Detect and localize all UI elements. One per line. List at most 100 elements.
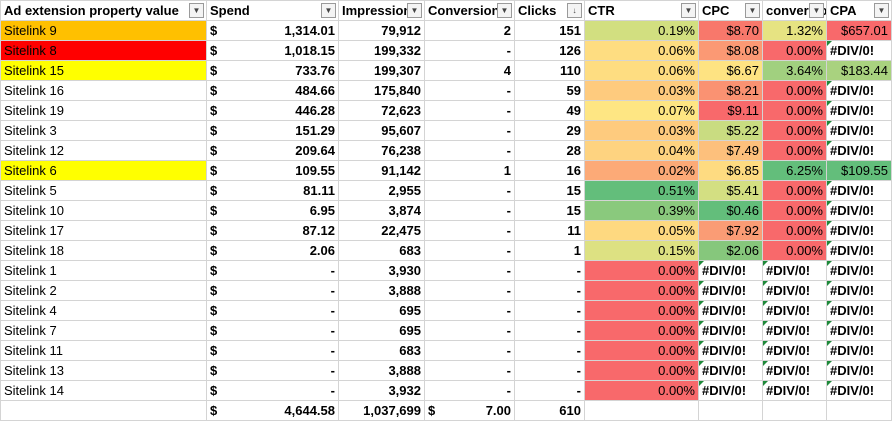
cell-spend[interactable]: $1,314.01 bbox=[206, 20, 339, 41]
cell-spend[interactable]: $87.12 bbox=[206, 220, 339, 241]
cell-spend[interactable]: $109.55 bbox=[206, 160, 339, 181]
cell-spend[interactable]: $ - bbox=[206, 300, 339, 321]
cell-cpc[interactable]: $8.21 bbox=[698, 80, 763, 101]
cell-cpc[interactable]: #DIV/0! bbox=[698, 340, 763, 361]
cell-conversions[interactable]: - bbox=[424, 280, 515, 301]
cell-clicks[interactable]: 110 bbox=[514, 60, 585, 81]
cell-conversions[interactable]: - bbox=[424, 380, 515, 401]
cell-impressions[interactable]: 695 bbox=[338, 320, 425, 341]
cell-cpc[interactable]: #DIV/0! bbox=[698, 380, 763, 401]
filter-icon[interactable]: ▼ bbox=[407, 3, 422, 18]
cell-clicks[interactable]: 1 bbox=[514, 240, 585, 261]
cell-cpc[interactable]: #DIV/0! bbox=[698, 280, 763, 301]
cell-cpa[interactable]: #DIV/0! bbox=[826, 260, 892, 281]
cell-conversion-rate[interactable]: #DIV/0! bbox=[762, 360, 827, 381]
cell-conversion-rate[interactable]: #DIV/0! bbox=[762, 380, 827, 401]
cell-impressions[interactable]: 3,888 bbox=[338, 280, 425, 301]
cell-conversion-rate[interactable]: 0.00% bbox=[762, 180, 827, 201]
cell-total-spend[interactable]: $4,644.58 bbox=[206, 400, 339, 421]
cell-cpc[interactable]: $8.70 bbox=[698, 20, 763, 41]
cell-cpa[interactable]: #DIV/0! bbox=[826, 100, 892, 121]
cell-conversions[interactable]: - bbox=[424, 220, 515, 241]
cell-cpa[interactable]: #DIV/0! bbox=[826, 220, 892, 241]
filter-icon[interactable]: ▼ bbox=[745, 3, 760, 18]
filter-icon[interactable]: ▼ bbox=[497, 3, 512, 18]
cell-extension-name[interactable]: Sitelink 13 bbox=[0, 360, 207, 381]
cell-ctr[interactable]: 0.00% bbox=[584, 380, 699, 401]
cell-cpc[interactable]: $6.85 bbox=[698, 160, 763, 181]
cell-ctr[interactable]: 0.03% bbox=[584, 120, 699, 141]
cell-clicks[interactable]: 15 bbox=[514, 200, 585, 221]
cell-impressions[interactable]: 199,307 bbox=[338, 60, 425, 81]
cell-empty[interactable] bbox=[698, 400, 763, 421]
cell-conversions[interactable]: - bbox=[424, 360, 515, 381]
filter-icon[interactable]: ▼ bbox=[189, 3, 204, 18]
cell-conversion-rate[interactable]: 3.64% bbox=[762, 60, 827, 81]
cell-impressions[interactable]: 95,607 bbox=[338, 120, 425, 141]
cell-extension-name[interactable]: Sitelink 10 bbox=[0, 200, 207, 221]
cell-impressions[interactable]: 79,912 bbox=[338, 20, 425, 41]
cell-empty[interactable] bbox=[762, 400, 827, 421]
cell-conversions[interactable]: - bbox=[424, 340, 515, 361]
cell-empty[interactable] bbox=[584, 400, 699, 421]
header-cpa[interactable]: CPA ▼ bbox=[826, 0, 892, 21]
cell-total-clicks[interactable]: 610 bbox=[514, 400, 585, 421]
cell-conversions[interactable]: - bbox=[424, 100, 515, 121]
cell-cpa[interactable]: $183.44 bbox=[826, 60, 892, 81]
filter-icon[interactable]: ▼ bbox=[874, 3, 889, 18]
cell-ctr[interactable]: 0.00% bbox=[584, 360, 699, 381]
cell-ctr[interactable]: 0.06% bbox=[584, 60, 699, 81]
cell-conversions[interactable]: - bbox=[424, 200, 515, 221]
cell-conversion-rate[interactable]: 0.00% bbox=[762, 80, 827, 101]
cell-conversions[interactable]: 4 bbox=[424, 60, 515, 81]
cell-impressions[interactable]: 683 bbox=[338, 240, 425, 261]
cell-spend[interactable]: $ - bbox=[206, 260, 339, 281]
cell-ctr[interactable]: 0.04% bbox=[584, 140, 699, 161]
cell-cpa[interactable]: #DIV/0! bbox=[826, 120, 892, 141]
cell-conversions[interactable]: - bbox=[424, 40, 515, 61]
cell-conversions[interactable]: 1 bbox=[424, 160, 515, 181]
cell-conversions[interactable]: - bbox=[424, 120, 515, 141]
cell-impressions[interactable]: 175,840 bbox=[338, 80, 425, 101]
cell-extension-name[interactable]: Sitelink 2 bbox=[0, 280, 207, 301]
cell-impressions[interactable]: 3,930 bbox=[338, 260, 425, 281]
cell-cpa[interactable]: #DIV/0! bbox=[826, 240, 892, 261]
cell-cpc[interactable]: #DIV/0! bbox=[698, 320, 763, 341]
cell-ctr[interactable]: 0.00% bbox=[584, 300, 699, 321]
cell-cpa[interactable]: #DIV/0! bbox=[826, 40, 892, 61]
cell-conversion-rate[interactable]: 0.00% bbox=[762, 200, 827, 221]
header-spend[interactable]: Spend ▼ bbox=[206, 0, 339, 21]
cell-cpa[interactable]: #DIV/0! bbox=[826, 320, 892, 341]
cell-clicks[interactable]: 151 bbox=[514, 20, 585, 41]
cell-impressions[interactable]: 22,475 bbox=[338, 220, 425, 241]
cell-conversions[interactable]: - bbox=[424, 80, 515, 101]
cell-conversion-rate[interactable]: #DIV/0! bbox=[762, 280, 827, 301]
cell-cpc[interactable]: $8.08 bbox=[698, 40, 763, 61]
cell-ctr[interactable]: 0.07% bbox=[584, 100, 699, 121]
cell-conversions[interactable]: - bbox=[424, 260, 515, 281]
cell-ctr[interactable]: 0.03% bbox=[584, 80, 699, 101]
cell-clicks[interactable]: - bbox=[514, 300, 585, 321]
cell-extension-name[interactable]: Sitelink 11 bbox=[0, 340, 207, 361]
cell-impressions[interactable]: 695 bbox=[338, 300, 425, 321]
cell-extension-name[interactable]: Sitelink 15 bbox=[0, 60, 207, 81]
cell-cpc[interactable]: $5.22 bbox=[698, 120, 763, 141]
cell-ctr[interactable]: 0.00% bbox=[584, 280, 699, 301]
header-clicks[interactable]: Clicks ↓ bbox=[514, 0, 585, 21]
cell-clicks[interactable]: - bbox=[514, 280, 585, 301]
header-impressions[interactable]: Impressions ▼ bbox=[338, 0, 425, 21]
cell-ctr[interactable]: 0.00% bbox=[584, 340, 699, 361]
cell-impressions[interactable]: 3,874 bbox=[338, 200, 425, 221]
cell-clicks[interactable]: - bbox=[514, 340, 585, 361]
cell-clicks[interactable]: - bbox=[514, 380, 585, 401]
cell-conversions[interactable]: - bbox=[424, 320, 515, 341]
cell-clicks[interactable]: 11 bbox=[514, 220, 585, 241]
filter-icon[interactable]: ▼ bbox=[681, 3, 696, 18]
filter-icon[interactable]: ▼ bbox=[321, 3, 336, 18]
cell-cpc[interactable]: #DIV/0! bbox=[698, 260, 763, 281]
cell-conversion-rate[interactable]: 0.00% bbox=[762, 220, 827, 241]
cell-ctr[interactable]: 0.51% bbox=[584, 180, 699, 201]
cell-cpc[interactable]: $6.67 bbox=[698, 60, 763, 81]
cell-cpa[interactable]: $657.01 bbox=[826, 20, 892, 41]
cell-spend[interactable]: $ - bbox=[206, 380, 339, 401]
